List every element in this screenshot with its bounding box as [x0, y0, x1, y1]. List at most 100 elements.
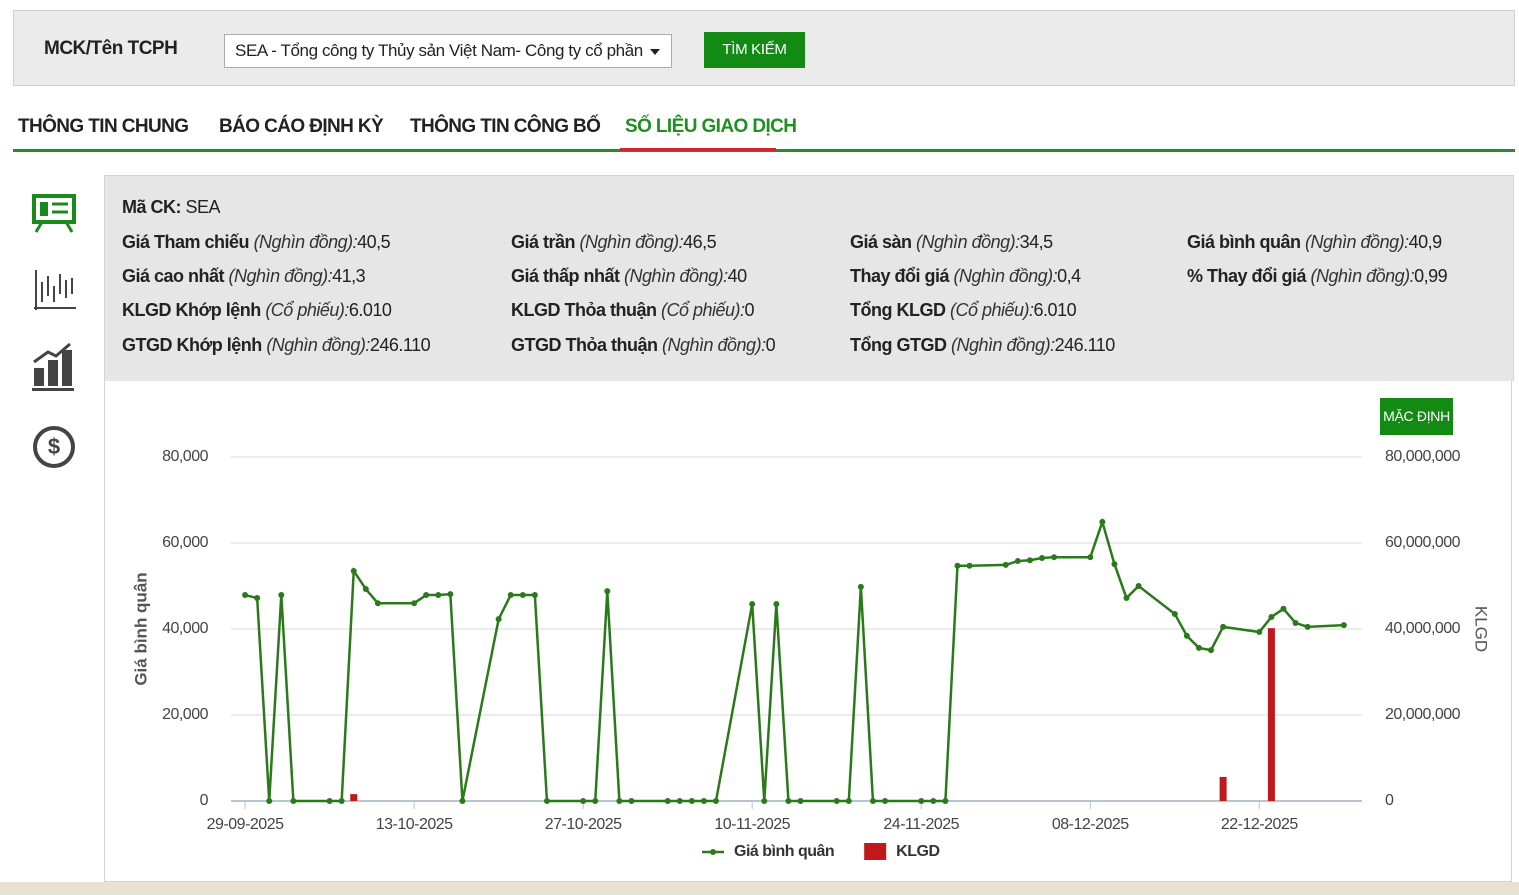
price-point: [495, 616, 502, 623]
price-point: [942, 798, 949, 804]
field-value: 0: [765, 335, 776, 355]
field-label: Giá sàn: [850, 232, 912, 252]
bar-icon[interactable]: [32, 342, 74, 391]
info-field: Giá bình quân (Nghìn đồng):40,9: [1187, 232, 1442, 253]
y-tick-label: 60,000: [162, 534, 209, 551]
field-label: Giá bình quân: [1187, 232, 1301, 252]
price-point: [604, 588, 611, 595]
price-point: [254, 595, 261, 602]
price-point: [761, 798, 768, 804]
price-point: [1111, 561, 1118, 568]
candle-icon[interactable]: [34, 270, 76, 310]
price-point: [1026, 557, 1033, 564]
price-point: [918, 798, 925, 804]
field-unit: (Nghìn đồng):: [624, 266, 728, 286]
price-point: [592, 798, 599, 804]
tab[interactable]: THÔNG TIN CHUNG: [18, 116, 189, 137]
price-point: [278, 592, 285, 599]
price-point: [1099, 518, 1106, 525]
board-icon[interactable]: [32, 194, 76, 233]
price-point: [374, 600, 381, 607]
price-point: [1171, 610, 1178, 617]
tab[interactable]: THÔNG TIN CÔNG BỐ: [410, 116, 601, 137]
dropdown-arrow: [650, 49, 660, 55]
field-value: 6.010: [1033, 300, 1077, 320]
price-point: [411, 600, 418, 607]
price-point: [930, 798, 937, 804]
price-point: [507, 592, 514, 599]
price-point: [857, 583, 864, 590]
price-point: [1195, 644, 1202, 651]
y2-tick-label: 20,000,000: [1385, 706, 1461, 723]
field-label: Giá thấp nhất: [511, 266, 620, 286]
info-field: Giá trần (Nghìn đồng):46,5: [511, 232, 717, 253]
price-point: [459, 798, 466, 804]
y2-axis-title: KLGD: [1472, 606, 1491, 652]
price-point: [1051, 554, 1058, 561]
price-point: [242, 592, 249, 599]
field-value: 40,9: [1408, 232, 1443, 252]
field-label: GTGD Khớp lệnh: [122, 335, 262, 355]
price-point: [543, 798, 550, 804]
field-value: 40,5: [357, 232, 391, 252]
tab[interactable]: BÁO CÁO ĐỊNH KỲ: [219, 116, 384, 137]
field-unit: (Cổ phiếu):: [265, 300, 349, 320]
field-unit: (Nghìn đồng):: [953, 266, 1058, 286]
field-label: Giá cao nhất: [122, 266, 225, 286]
field-label: Giá Tham chiếu: [122, 232, 250, 252]
svg-text:$: $: [48, 434, 60, 459]
info-field: GTGD Thỏa thuận (Nghìn đồng):0: [511, 335, 776, 356]
field-unit: (Nghìn đồng):: [662, 335, 766, 355]
price-point: [676, 798, 683, 804]
field-label: Giá trần: [511, 232, 576, 252]
price-point: [1340, 622, 1347, 629]
price-point: [954, 562, 961, 569]
field-value: 6.010: [348, 300, 392, 320]
info-field: Giá thấp nhất (Nghìn đồng):40: [511, 266, 747, 287]
tab[interactable]: SỐ LIỆU GIAO DỊCH: [625, 116, 797, 137]
search-button[interactable]: TÌM KIẾM: [704, 32, 805, 68]
info-field: KLGD Khớp lệnh (Cổ phiếu):6.010: [122, 300, 392, 321]
field-value: 246.110: [369, 335, 431, 355]
field-unit: (Cổ phiếu):: [661, 300, 745, 320]
price-point: [1208, 647, 1215, 654]
search-label: MCK/Tên TCPH: [44, 38, 178, 59]
code-label: Mã CK:: [122, 197, 182, 217]
field-unit: (Nghìn đồng):: [1310, 266, 1415, 286]
code-value: SEA: [185, 197, 221, 217]
field-label: GTGD Thỏa thuận: [511, 335, 658, 355]
price-point: [1038, 555, 1045, 562]
price-point: [628, 798, 635, 804]
y2-tick-label: 0: [1385, 792, 1394, 809]
y-tick-label: 40,000: [162, 620, 209, 637]
chart-panel: [104, 380, 1512, 882]
x-tick-label: 08-12-2025: [1052, 816, 1129, 833]
price-point: [700, 798, 707, 804]
reset-button[interactable]: MẶC ĐỊNH: [1380, 398, 1453, 435]
field-value: 0,99: [1414, 266, 1448, 286]
chart: 0 20,000 40,000 60,000 80,000 0 20,000,000 40,0…: [131, 448, 1491, 860]
price-point: [688, 798, 695, 804]
price-line: [244, 517, 1344, 803]
y-tick-label: 0: [200, 792, 209, 809]
field-label: Tổng KLGD: [850, 300, 946, 320]
price-point: [616, 798, 623, 804]
price-point: [326, 798, 333, 804]
side-icons: $: [32, 194, 76, 468]
legend-item[interactable]: Giá bình quân: [702, 843, 835, 860]
field-value: 34,5: [1019, 232, 1054, 252]
price-point: [266, 798, 273, 804]
y-axis-title: Giá bình quân: [131, 572, 150, 685]
price-point: [712, 798, 719, 804]
y-tick-label: 80,000: [162, 448, 209, 465]
company-select[interactable]: SEA - Tổng công ty Thủy sản Việt Nam- Cô…: [224, 34, 672, 68]
price-point: [423, 592, 430, 599]
info-field: KLGD Thỏa thuận (Cổ phiếu):0: [511, 300, 755, 321]
price-point: [1268, 613, 1275, 620]
x-tick-label: 10-11-2025: [714, 816, 790, 833]
money-icon[interactable]: $: [33, 426, 75, 468]
price-point: [519, 592, 526, 599]
info-field: Tổng GTGD (Nghìn đồng):246.110: [850, 335, 1115, 356]
legend-item[interactable]: KLGD: [864, 843, 940, 860]
